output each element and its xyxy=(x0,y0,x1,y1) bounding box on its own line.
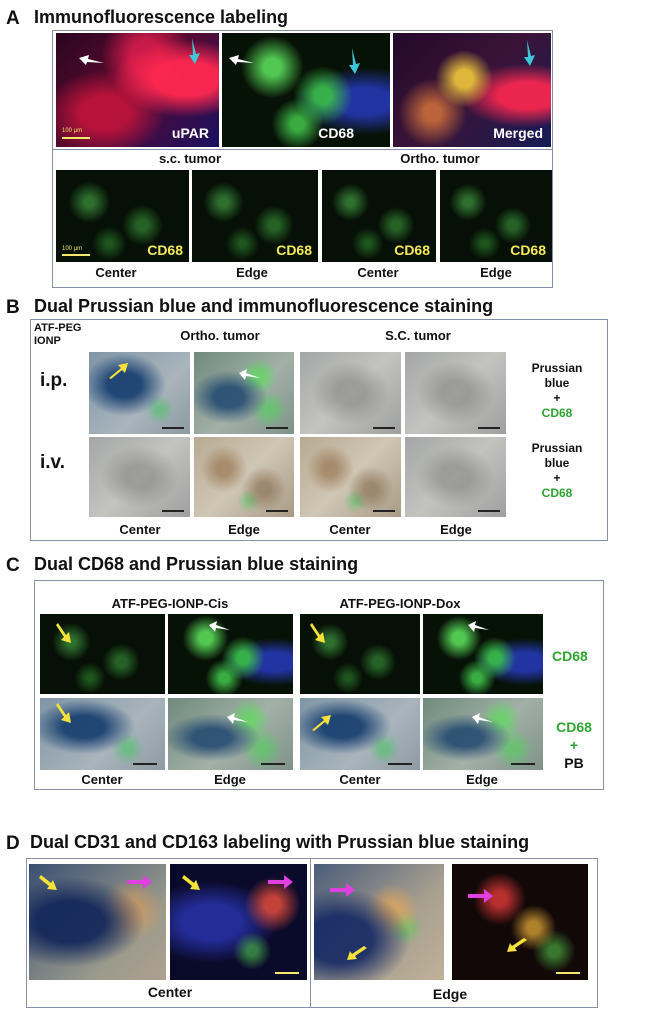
panel-c-cis-center-cd68-image xyxy=(40,614,165,694)
panel-b-sc-edge-ip-image xyxy=(405,352,506,434)
yellow-arrow-icon xyxy=(310,623,325,643)
panel-b-row-label-ip: i.p. xyxy=(40,370,68,391)
yellow-arrow-icon xyxy=(347,946,367,960)
yellow-arrow-icon xyxy=(56,703,71,723)
panel-c-cis-edge-pb-image xyxy=(168,698,293,770)
cyan-arrow-icon xyxy=(189,38,200,64)
panel-a-divider xyxy=(52,149,553,150)
panel-d-divider xyxy=(310,858,311,1008)
panel-a-upar-label: uPAR xyxy=(171,125,209,141)
panel-c-side-label-bottom: CD68 + PB xyxy=(556,719,592,771)
panel-c-side-cd68-top: CD68 xyxy=(552,648,588,664)
panel-c-cis-edge-cd68-image xyxy=(168,614,293,694)
magenta-arrow-icon xyxy=(330,883,355,897)
panel-c-cis-center-pb-image xyxy=(40,698,165,770)
panel-a-ortho-edge-image: CD68 xyxy=(440,170,552,262)
panel-b-ortho-edge-iv-image xyxy=(194,437,294,517)
panel-a-ortho-tumor-label: Ortho. tumor xyxy=(400,151,480,166)
panel-a-sc-edge-image: CD68 xyxy=(192,170,318,262)
panel-a-letter: A xyxy=(6,8,20,29)
magenta-arrow-icon xyxy=(127,875,152,889)
yellow-arrow-icon xyxy=(182,875,200,890)
panel-a-merged-image: Merged xyxy=(393,33,551,147)
panel-d-center-fluo-image xyxy=(170,864,307,980)
panel-a-merged-label: Merged xyxy=(493,125,543,141)
panel-a-upar-image: 100 µm uPAR xyxy=(56,33,219,147)
panel-c-dox-edge-pb-image xyxy=(423,698,543,770)
panel-d-center-pb-image xyxy=(29,864,166,980)
position-label: Edge xyxy=(480,265,512,280)
position-label: Center xyxy=(329,522,371,537)
panel-a-title: Immunofluorescence labeling xyxy=(34,7,289,27)
position-label: Edge xyxy=(432,986,468,1002)
panel-b-ortho-center-iv-image xyxy=(89,437,190,517)
position-label: Edge xyxy=(466,772,498,787)
panel-a-scale-label: 100 µm xyxy=(62,128,83,134)
panel-b-letter: B xyxy=(6,297,20,318)
panel-d-letter: D xyxy=(6,833,20,854)
panel-d-edge-fluo-image xyxy=(452,864,588,980)
white-arrow-icon xyxy=(79,55,104,65)
panel-d-edge-pb-image xyxy=(314,864,444,980)
panel-a-ortho-center-image: CD68 xyxy=(322,170,436,262)
panel-b-probe-label: ATF-PEG IONP xyxy=(34,322,82,347)
panel-a-cd68-label: CD68 xyxy=(147,242,183,258)
panel-c-dox-center-pb-image xyxy=(300,698,420,770)
panel-b-ortho-center-ip-image xyxy=(89,352,190,434)
panel-b-row-label-iv: i.v. xyxy=(40,452,65,473)
panel-c-letter: C xyxy=(6,555,20,576)
cyan-arrow-icon xyxy=(349,48,360,74)
panel-b-sc-tumor-label: S.C. tumor xyxy=(385,328,451,343)
white-arrow-icon xyxy=(468,621,489,632)
panel-d-title: Dual CD31 and CD163 labeling with Prussi… xyxy=(30,832,530,852)
magenta-arrow-icon xyxy=(268,875,293,889)
white-arrow-icon xyxy=(472,713,493,724)
panel-a-cd68-label: CD68 xyxy=(318,125,354,141)
yellow-arrow-icon xyxy=(39,875,57,890)
panel-b-side-label-iv: Prussian blue + CD68 xyxy=(531,441,583,500)
position-label: Edge xyxy=(228,522,260,537)
panel-b-ortho-tumor-label: Ortho. tumor xyxy=(180,328,260,343)
position-label: Center xyxy=(339,772,381,787)
yellow-arrow-icon xyxy=(56,623,71,643)
panel-c-dox-label: ATF-PEG-IONP-Dox xyxy=(339,596,461,611)
yellow-arrow-icon xyxy=(109,363,128,379)
position-label: Edge xyxy=(440,522,472,537)
panel-a-frame xyxy=(52,30,553,288)
panel-b-sc-center-ip-image xyxy=(300,352,401,434)
panel-c-dox-center-cd68-image xyxy=(300,614,420,694)
panel-b-ortho-edge-ip-image xyxy=(194,352,294,434)
panel-b-frame xyxy=(30,319,608,541)
panel-c-dox-edge-cd68-image xyxy=(423,614,543,694)
position-label: Center xyxy=(95,265,137,280)
white-arrow-icon xyxy=(239,369,260,380)
white-arrow-icon xyxy=(227,713,248,724)
position-label: Edge xyxy=(214,772,246,787)
yellow-arrow-icon xyxy=(507,938,527,952)
cyan-arrow-icon xyxy=(524,40,535,66)
position-label: Center xyxy=(357,265,399,280)
panel-b-title: Dual Prussian blue and immunofluorescenc… xyxy=(34,296,494,316)
magenta-arrow-icon xyxy=(468,889,493,903)
yellow-arrow-icon xyxy=(312,715,331,731)
panel-b-sc-edge-iv-image xyxy=(405,437,506,517)
position-label: Center xyxy=(119,522,161,537)
position-label: Edge xyxy=(236,265,268,280)
panel-a-cd68-image: CD68 xyxy=(222,33,390,147)
panel-d-frame xyxy=(26,858,598,1008)
panel-a-sc-center-image: 100 µm CD68 xyxy=(56,170,189,262)
panel-c-title: Dual CD68 and Prussian blue staining xyxy=(34,554,359,574)
panel-a-cd68-label: CD68 xyxy=(510,242,546,258)
position-label: Center xyxy=(81,772,123,787)
panel-c-frame xyxy=(34,580,604,790)
position-label: Center xyxy=(147,984,193,1000)
panel-a-cd68-label: CD68 xyxy=(276,242,312,258)
panel-a-cd68-label: CD68 xyxy=(394,242,430,258)
panel-b-side-label-ip: Prussian blue + CD68 xyxy=(531,361,583,420)
white-arrow-icon xyxy=(229,55,254,65)
panel-a-sc-tumor-label: s.c. tumor xyxy=(158,151,222,166)
panel-c-cis-label: ATF-PEG-IONP-Cis xyxy=(111,596,229,611)
white-arrow-icon xyxy=(209,621,230,632)
panel-b-sc-center-iv-image xyxy=(300,437,401,517)
